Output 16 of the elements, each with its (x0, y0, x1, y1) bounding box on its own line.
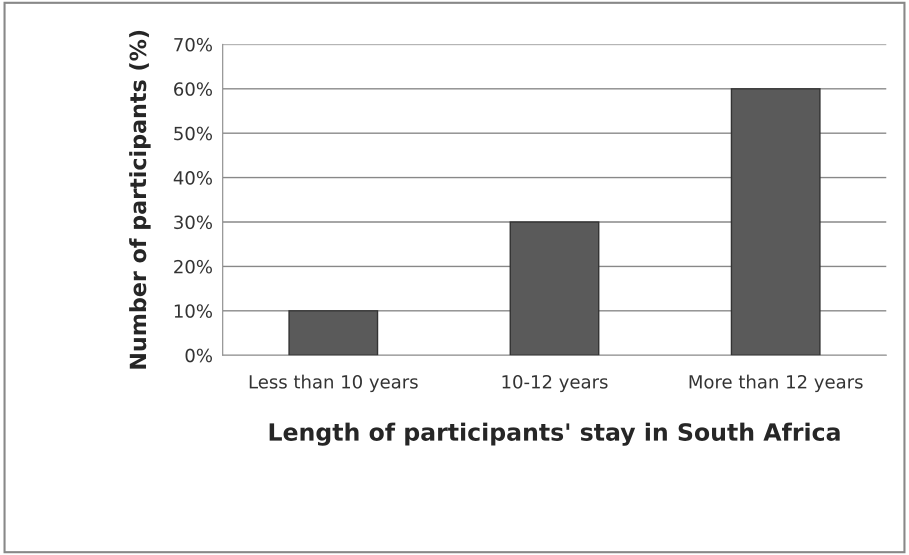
x-tick-label: Less than 10 years (250, 374, 418, 392)
bar (288, 310, 378, 356)
y-tick-label: 60% (174, 82, 212, 96)
x-tick-label: 10-12 years (502, 374, 608, 392)
y-tick-label: 0% (186, 348, 212, 362)
y-tick-label: 30% (174, 215, 212, 230)
y-axis-title: Number of participants (%) (129, 30, 151, 369)
y-tick-label: 20% (174, 260, 212, 274)
y-tick-label: 70% (174, 38, 212, 52)
bar (730, 88, 821, 356)
y-tick-label: 40% (174, 171, 212, 185)
y-tick-label: 50% (174, 126, 212, 140)
x-axis-title: Length of participants' stay in South Africa (270, 422, 840, 446)
x-tick-label: More than 12 years (690, 374, 863, 392)
y-tick-label: 10% (174, 304, 212, 318)
bar (510, 221, 600, 356)
